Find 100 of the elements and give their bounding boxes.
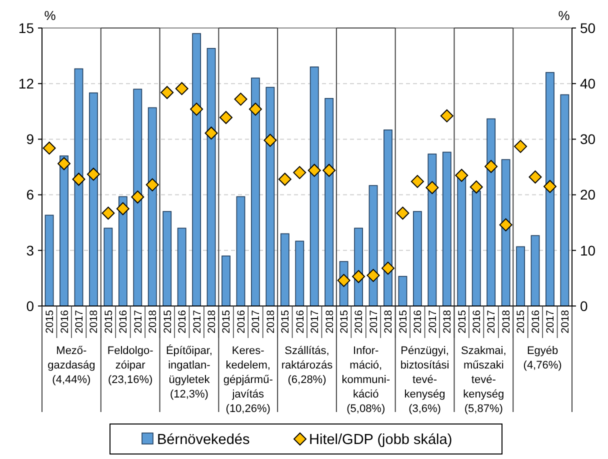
y2-tick-label: 20	[580, 186, 596, 203]
point	[528, 170, 542, 184]
y-tick-label: 6	[26, 186, 34, 203]
point	[102, 206, 115, 220]
x-tick-label: 2018	[382, 310, 395, 334]
point	[131, 190, 144, 204]
x-tick-label: 2016	[470, 310, 483, 334]
x-tick-label: 2015	[280, 310, 292, 334]
x-tick-label: 2015	[338, 310, 350, 334]
bar	[266, 86, 275, 306]
point	[440, 109, 454, 122]
y2-tick-label: 50	[580, 20, 596, 36]
point	[381, 262, 394, 275]
bar	[251, 78, 260, 306]
point	[366, 268, 380, 282]
text: Mező- gazdaság (4,44%)	[48, 345, 96, 386]
text: Szakmai, műszaki tevé- kenység (5,87%)	[461, 345, 506, 415]
bar	[236, 196, 246, 306]
bar	[486, 118, 496, 306]
text: Infor- máció, kommuni- káció (5,08%)	[342, 345, 390, 415]
bar	[60, 155, 68, 306]
text: Egyéb (4,76%)	[523, 345, 562, 372]
y-axis-title: %	[44, 8, 56, 23]
x-tick-label: 2017	[250, 310, 262, 334]
bar	[280, 233, 290, 306]
bar	[222, 256, 230, 306]
text: Pénzügyi, biztosítási tevé- kenység (3,6%)	[400, 345, 450, 415]
point	[337, 274, 350, 287]
bar	[89, 92, 98, 306]
point	[175, 82, 188, 96]
bar	[177, 228, 186, 306]
point	[352, 270, 366, 284]
point	[543, 180, 556, 193]
bar	[192, 33, 201, 306]
bar	[442, 152, 452, 306]
bar	[501, 159, 510, 306]
bar	[472, 190, 481, 306]
point	[190, 102, 204, 116]
x-tick-label: 2018	[559, 310, 572, 334]
text: Feldolgo- zóipar (23,16%)	[107, 345, 154, 386]
point	[234, 92, 248, 106]
x-tick-label: 2015	[102, 310, 115, 334]
x-tick-label: 2016	[294, 310, 306, 334]
y2-tick-label: 40	[580, 76, 596, 92]
bar	[560, 94, 570, 306]
x-tick-label: 2017	[191, 310, 204, 334]
y2-tick-label: 0	[580, 298, 588, 314]
x-tick-label: 2015	[220, 310, 233, 334]
x-tick-label: 2018	[324, 310, 336, 334]
bar	[516, 246, 525, 306]
x-tick-label: 2016	[58, 310, 71, 334]
x-tick-label: 2016	[530, 310, 542, 334]
point	[248, 102, 262, 116]
bar	[546, 72, 554, 306]
x-tick-label: 2018	[147, 310, 160, 334]
point	[220, 111, 233, 124]
point	[204, 126, 218, 140]
point	[42, 142, 56, 155]
bar	[206, 48, 216, 306]
point	[426, 181, 439, 194]
point	[116, 202, 130, 216]
y-tick-label: 12	[18, 76, 34, 92]
x-tick-label: 2016	[412, 310, 424, 334]
x-tick-label: 2017	[426, 310, 439, 334]
point	[146, 178, 159, 192]
text: Szállítás, raktározás (6,28%)	[281, 345, 334, 386]
bar	[133, 88, 142, 306]
y-tick-label: 9	[26, 131, 34, 148]
bar	[162, 211, 172, 306]
point	[455, 168, 468, 182]
bar	[413, 211, 422, 306]
x-tick-label: 2016	[353, 310, 366, 334]
point	[499, 218, 512, 232]
point	[484, 160, 498, 173]
point	[410, 174, 424, 188]
bar	[530, 235, 540, 306]
y-tick-label: 0	[26, 298, 34, 314]
x-tick-label: 2017	[132, 310, 144, 334]
y-tick-label: 15	[18, 20, 34, 36]
x-tick-label: 2017	[544, 310, 557, 334]
y2-axis-title: %	[558, 8, 570, 23]
y2-tick-label: 30	[580, 131, 596, 148]
bar	[74, 68, 84, 306]
x-tick-label: 2015	[44, 310, 56, 334]
point	[308, 164, 321, 177]
x-tick-label: 2018	[88, 310, 100, 334]
bar	[428, 154, 437, 306]
point	[396, 206, 410, 220]
point	[470, 180, 483, 194]
x-tick-label: 2017	[73, 310, 86, 334]
bar	[118, 196, 128, 306]
point	[72, 172, 86, 186]
point	[58, 157, 71, 170]
point	[264, 134, 277, 147]
x-tick-label: 2017	[368, 310, 380, 334]
bar	[295, 240, 304, 306]
text: Építőipar, ingatlan- ügyletek (12,3%)	[166, 344, 212, 400]
x-tick-label: 2018	[442, 310, 454, 334]
x-tick-label: 2018	[500, 310, 512, 334]
point	[160, 86, 174, 99]
